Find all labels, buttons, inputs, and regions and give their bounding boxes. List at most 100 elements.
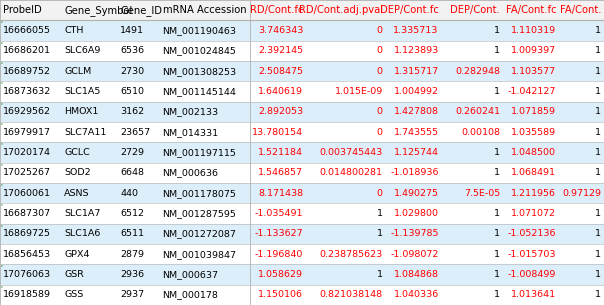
Text: 1: 1 (494, 168, 500, 177)
Text: 16687307: 16687307 (2, 209, 51, 218)
Text: 1: 1 (596, 128, 602, 137)
Text: 1.068491: 1.068491 (511, 168, 556, 177)
Text: 1: 1 (596, 87, 602, 96)
Text: 17076063: 17076063 (2, 270, 51, 279)
Text: 16918589: 16918589 (2, 290, 51, 299)
Text: Gene_ID: Gene_ID (120, 5, 162, 16)
Text: NM_001272087: NM_001272087 (162, 229, 236, 238)
Text: HMOX1: HMOX1 (64, 107, 98, 116)
Text: 1.048500: 1.048500 (511, 148, 556, 157)
Text: 1: 1 (596, 46, 602, 55)
Text: 1: 1 (494, 46, 500, 55)
Bar (0, 244, 604, 264)
Text: 2.892053: 2.892053 (259, 107, 303, 116)
Text: 1: 1 (494, 250, 500, 259)
Text: Gene_Symbol: Gene_Symbol (64, 5, 132, 16)
Text: 1.335713: 1.335713 (393, 26, 439, 35)
Text: -1.139785: -1.139785 (390, 229, 439, 238)
Text: NM_000178: NM_000178 (162, 290, 219, 299)
Text: -1.098072: -1.098072 (390, 250, 439, 259)
Bar (0, 61, 604, 81)
Bar (0, 285, 604, 305)
Text: RD/Cont.adj.pval: RD/Cont.adj.pval (299, 5, 383, 15)
Text: 1.211956: 1.211956 (511, 189, 556, 198)
Text: NM_000636: NM_000636 (162, 168, 219, 177)
Text: 1.640619: 1.640619 (259, 87, 303, 96)
Text: SOD2: SOD2 (64, 168, 91, 177)
Text: 0.003745443: 0.003745443 (320, 148, 383, 157)
Text: 0: 0 (377, 189, 383, 198)
Text: 16929562: 16929562 (2, 107, 51, 116)
Bar (0, 0, 604, 20)
Text: GCLM: GCLM (64, 67, 91, 76)
Text: 16873632: 16873632 (2, 87, 51, 96)
Text: 1: 1 (596, 67, 602, 76)
Text: GCLC: GCLC (64, 148, 90, 157)
Text: 8.171438: 8.171438 (259, 189, 303, 198)
Text: 1.315717: 1.315717 (394, 67, 439, 76)
Text: 16869725: 16869725 (2, 229, 51, 238)
Text: ': ' (1, 142, 2, 148)
Bar (0, 81, 604, 102)
Bar (0, 20, 604, 41)
Text: 1.035589: 1.035589 (511, 128, 556, 137)
Text: 0.821038148: 0.821038148 (320, 290, 383, 299)
Text: 1.084868: 1.084868 (394, 270, 439, 279)
Text: 6536: 6536 (120, 46, 144, 55)
Bar (0, 264, 604, 285)
Text: GSR: GSR (64, 270, 84, 279)
Text: ': ' (1, 122, 2, 128)
Text: ': ' (1, 61, 2, 67)
Bar (0, 142, 604, 163)
Text: 13.780154: 13.780154 (252, 128, 303, 137)
Text: 23657: 23657 (120, 128, 150, 137)
Text: ': ' (1, 102, 2, 108)
Text: 1.029800: 1.029800 (394, 209, 439, 218)
Text: 16686201: 16686201 (2, 46, 51, 55)
Text: ': ' (1, 203, 2, 209)
Text: GSS: GSS (64, 290, 83, 299)
Text: NM_001197115: NM_001197115 (162, 148, 236, 157)
Text: 1: 1 (596, 290, 602, 299)
Text: 17060061: 17060061 (2, 189, 51, 198)
Text: 3.746343: 3.746343 (258, 26, 303, 35)
Text: 1.546857: 1.546857 (259, 168, 303, 177)
Text: 1.123893: 1.123893 (394, 46, 439, 55)
Text: 7.5E-05: 7.5E-05 (464, 189, 500, 198)
Text: 1: 1 (596, 148, 602, 157)
Text: 1.103577: 1.103577 (511, 67, 556, 76)
Text: 3162: 3162 (120, 107, 144, 116)
Text: 2936: 2936 (120, 270, 144, 279)
Text: 1.110319: 1.110319 (511, 26, 556, 35)
Text: NM_001308253: NM_001308253 (162, 67, 237, 76)
Text: 1.071859: 1.071859 (511, 107, 556, 116)
Text: NM_001190463: NM_001190463 (162, 26, 237, 35)
Text: 1.521184: 1.521184 (259, 148, 303, 157)
Text: 1: 1 (596, 250, 602, 259)
Text: 1: 1 (494, 209, 500, 218)
Text: 1.150106: 1.150106 (259, 290, 303, 299)
Text: 17020174: 17020174 (2, 148, 51, 157)
Text: SLC1A5: SLC1A5 (64, 87, 100, 96)
Text: NM_001145144: NM_001145144 (162, 87, 236, 96)
Text: 0: 0 (377, 128, 383, 137)
Bar (0, 203, 604, 224)
Text: NM_001178075: NM_001178075 (162, 189, 236, 198)
Text: 0.97129: 0.97129 (562, 189, 602, 198)
Text: 1.015E-09: 1.015E-09 (335, 87, 383, 96)
Text: 1: 1 (494, 270, 500, 279)
Text: 1: 1 (494, 87, 500, 96)
Text: 1: 1 (377, 270, 383, 279)
Bar (0, 122, 604, 142)
Text: -1.133627: -1.133627 (255, 229, 303, 238)
Text: 1.013641: 1.013641 (511, 290, 556, 299)
Text: 0.260241: 0.260241 (455, 107, 500, 116)
Text: SLC1A7: SLC1A7 (64, 209, 100, 218)
Text: 1.743555: 1.743555 (394, 128, 439, 137)
Text: 1: 1 (596, 229, 602, 238)
Text: 1.004992: 1.004992 (394, 87, 439, 96)
Text: 1: 1 (377, 209, 383, 218)
Text: 1.009397: 1.009397 (511, 46, 556, 55)
Text: 6648: 6648 (120, 168, 144, 177)
Text: NM_014331: NM_014331 (162, 128, 219, 137)
